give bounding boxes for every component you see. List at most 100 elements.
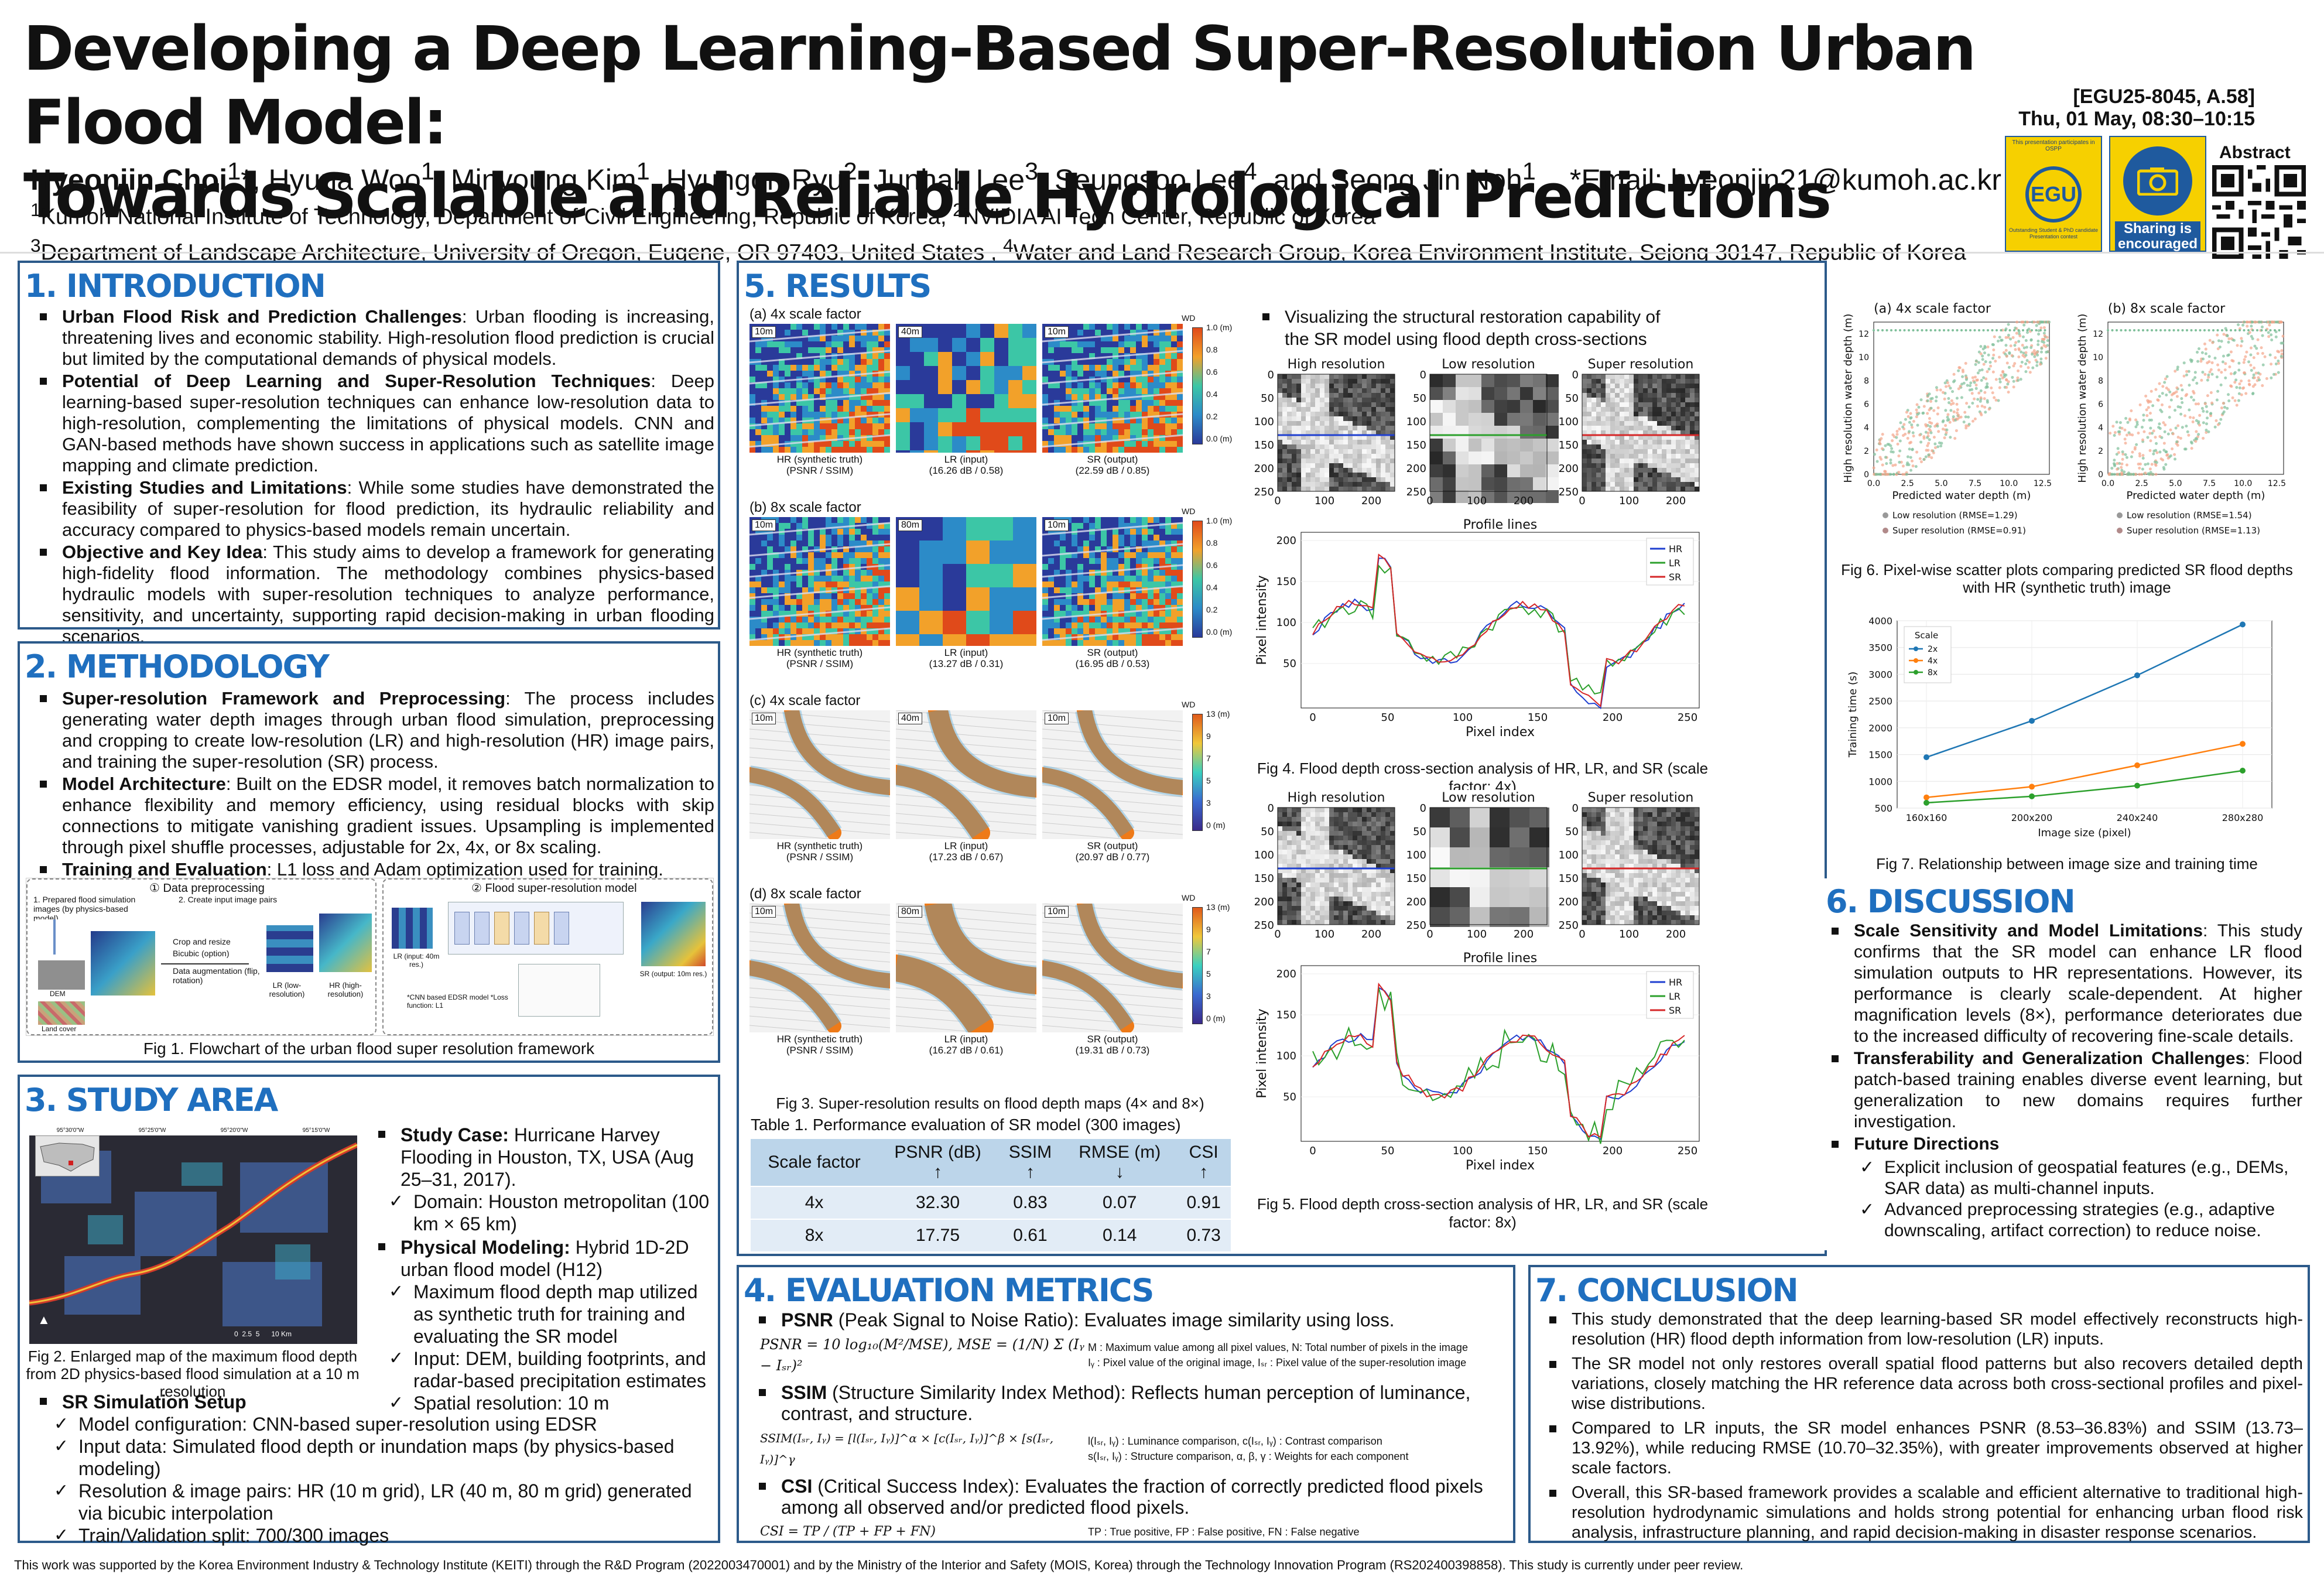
depth-pixel [1095,581,1101,587]
intensity-pixel [1296,906,1301,911]
intensity-pixel [1362,864,1367,868]
intensity-pixel [1390,402,1395,407]
intensity-pixel [1615,384,1620,388]
intensity-pixel [1339,878,1343,882]
intensity-pixel [1287,473,1292,477]
depth-pixel [1124,617,1130,622]
depth-pixel [802,353,808,359]
intensity-pixel [1357,444,1362,449]
intensity-pixel [1629,822,1634,826]
intensity-pixel [1615,440,1620,444]
intensity-pixel [1490,808,1510,827]
depth-pixel [1130,546,1136,552]
depth-pixel [1101,435,1107,441]
intensity-pixel [1643,421,1648,426]
depth-pixel [990,541,1013,564]
table-row: 8x 17.75 0.61 0.14 0.73 [751,1219,1231,1253]
intensity-pixel [1315,477,1320,482]
building-line [749,1025,838,1032]
intensity-pixel [1329,426,1334,430]
depth-pixel [1124,359,1130,365]
depth-pixel [826,394,831,400]
intensity-pixel [1343,398,1348,402]
intensity-pixel [1385,897,1390,901]
intensity-pixel [1587,393,1591,398]
intensity-pixel [1292,435,1296,440]
depth-pixel [826,324,831,330]
depth-pixel [767,429,773,435]
sr-setup-subitem: Input data: Simulated flood depth or inu… [48,1435,714,1480]
depth-pixel [820,359,826,365]
intensity-pixel [1348,906,1353,911]
intensity-pixel [1685,812,1690,817]
intensity-pixel [1685,388,1690,393]
depth-pixel [878,341,884,347]
depth-pixel [1089,587,1095,593]
intensity-pixel [1587,459,1591,463]
depth-pixel [826,593,831,599]
depth-pixel [861,541,867,546]
contact-email[interactable]: *Email: hyeonjin21@kumoh.ac.kr [1569,163,2002,196]
intensity-pixel [1643,435,1648,440]
intensity-pixel [1648,449,1652,454]
depth-pixel [767,347,773,353]
depth-pixel [861,593,867,599]
intensity-pixel [1638,430,1643,435]
intensity-pixel [1343,836,1348,840]
intensity-pixel [1690,477,1695,482]
intensity-pixel [1610,416,1615,421]
intensity-pixel [1624,440,1629,444]
depth-pixel [808,447,814,453]
fig3-map-caption: SR (output) (16.95 dB / 0.53) [1075,647,1150,669]
abstract-qr-code[interactable] [2212,165,2306,259]
intensity-pixel [1615,374,1620,379]
intensity-pixel [1310,430,1315,435]
intensity-pixel [1348,836,1353,840]
intensity-pixel [1381,812,1385,817]
depth-pixel [867,529,872,535]
intensity-pixel [1648,454,1652,459]
depth-pixel [749,558,755,564]
depth-pixel [1054,599,1060,605]
intensity-pixel [1615,836,1620,840]
intensity-pixel [1666,831,1671,836]
depth-pixel [761,394,767,400]
depth-pixel [1089,435,1095,441]
colorbar-tick: 0.6 [1206,367,1218,377]
depth-pixel [1148,371,1154,377]
intensity-pixel [1385,468,1390,473]
author-list: Hyeonjin Choi1*, Hyuna Woo1, Minyoung Ki… [30,157,1536,196]
intensity-pixel [1278,384,1282,388]
fig1-step1-label: 1. Prepared flood simulation images (by … [33,895,136,923]
intensity-pixel [1315,388,1320,393]
intensity-pixel [1582,407,1587,412]
intensity-pixel [1385,920,1390,925]
intensity-pixel [1634,384,1638,388]
intensity-pixel [1287,444,1292,449]
intensity-pixel [1287,426,1292,430]
depth-pixel [1048,535,1054,541]
intensity-pixel [1695,808,1699,812]
intensity-pixel [1685,416,1690,421]
depth-pixel [1095,359,1101,365]
depth-pixel [1066,388,1072,394]
intensity-pixel [1582,473,1587,477]
intensity-pixel [1685,477,1690,482]
intensity-pixel [1362,426,1367,430]
depth-pixel [855,341,861,347]
intensity-pixel [1652,808,1657,812]
intensity-pixel [1520,374,1533,387]
intensity-pixel [1680,379,1685,384]
intensity-pixel [1296,887,1301,892]
depth-pixel [1042,412,1048,418]
intensity-pixel [1376,487,1381,491]
building-line [896,922,1036,935]
depth-pixel [761,412,767,418]
intensity-pixel [1320,388,1324,393]
intensity-pixel [1292,477,1296,482]
depth-pixel [1089,593,1095,599]
depth-pixel [867,599,872,605]
intensity-pixel [1320,817,1324,822]
intensity-pixel [1310,449,1315,454]
depth-pixel [1136,441,1142,447]
